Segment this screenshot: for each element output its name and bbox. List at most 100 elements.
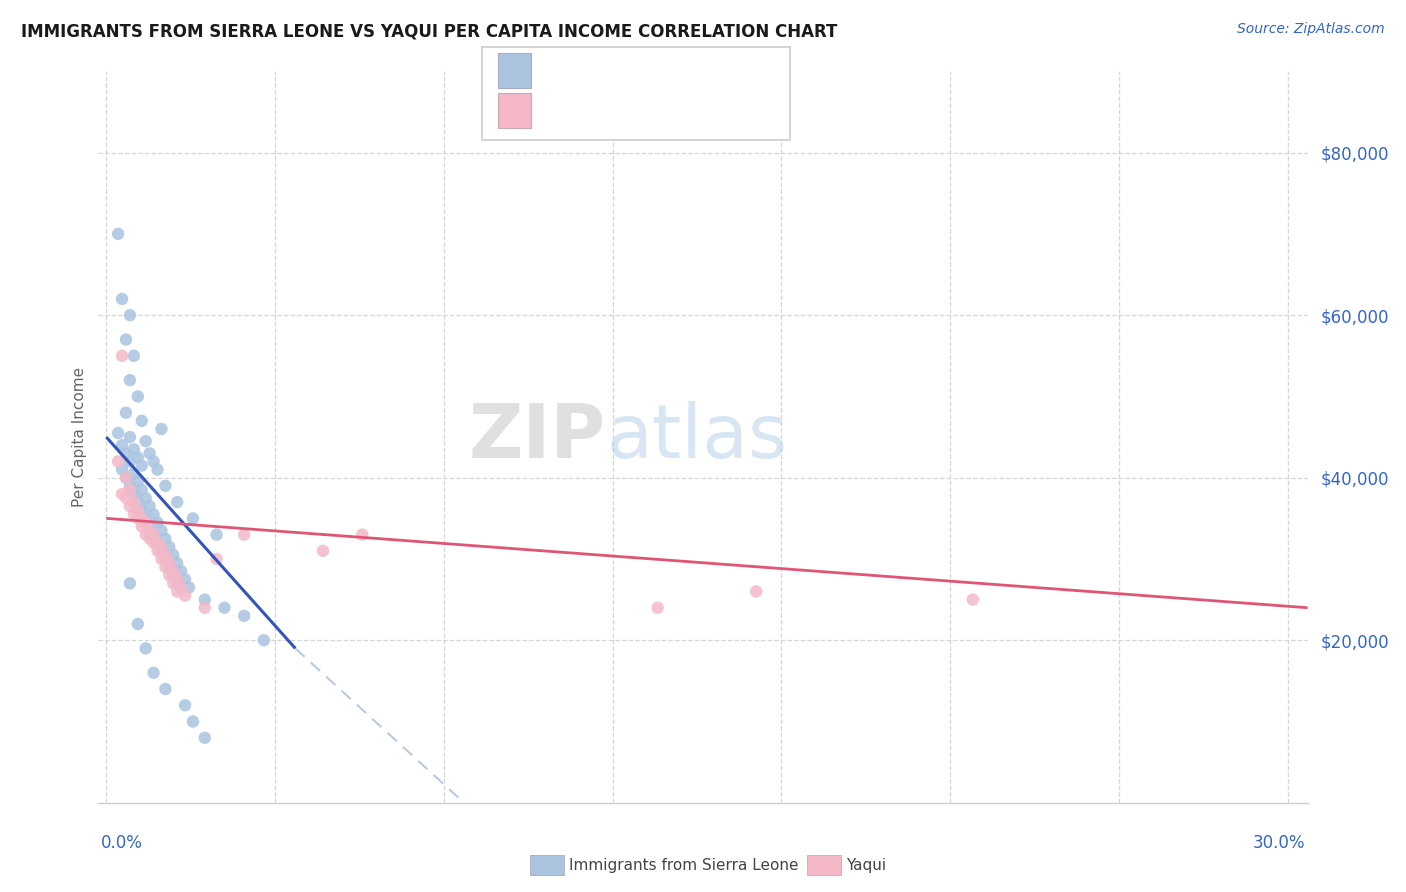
Point <box>122 495 145 509</box>
Text: Immigrants from Sierra Leone: Immigrants from Sierra Leone <box>569 858 799 872</box>
Point <box>181 714 204 729</box>
Point <box>118 499 141 513</box>
Point <box>146 462 169 476</box>
Point <box>150 540 173 554</box>
Point <box>194 600 217 615</box>
Point <box>312 544 335 558</box>
Point <box>162 568 184 582</box>
Point <box>111 349 134 363</box>
Point <box>174 589 197 603</box>
Point <box>155 552 177 566</box>
Point <box>122 508 145 522</box>
Point <box>155 479 177 493</box>
Point <box>142 527 165 541</box>
Point <box>166 576 188 591</box>
Point <box>157 560 180 574</box>
Point <box>127 511 149 525</box>
Point <box>166 572 188 586</box>
Point <box>131 483 153 497</box>
Point <box>115 446 138 460</box>
Point <box>157 556 180 570</box>
Point <box>157 568 180 582</box>
Point <box>131 503 153 517</box>
Point <box>177 581 200 595</box>
Point <box>162 548 184 562</box>
Point <box>131 458 153 473</box>
Point <box>155 560 177 574</box>
Point <box>115 333 138 347</box>
Point <box>138 499 160 513</box>
Point <box>127 389 149 403</box>
Point <box>127 503 149 517</box>
Point <box>142 454 165 468</box>
Point <box>162 564 184 578</box>
Text: 0.0%: 0.0% <box>101 834 143 852</box>
Point <box>118 373 141 387</box>
Point <box>115 491 138 505</box>
Point <box>194 731 217 745</box>
Point <box>155 681 177 696</box>
Point <box>150 422 173 436</box>
Point <box>150 544 173 558</box>
Point <box>233 608 256 623</box>
Text: R = -0.148   N = 41: R = -0.148 N = 41 <box>541 103 718 120</box>
Point <box>146 535 169 549</box>
Point <box>111 487 134 501</box>
Point <box>162 576 184 591</box>
Point <box>115 406 138 420</box>
Point <box>107 425 129 440</box>
Text: Yaqui: Yaqui <box>846 858 887 872</box>
Point <box>118 483 141 497</box>
Text: R = -0.398   N = 70: R = -0.398 N = 70 <box>541 62 718 80</box>
Point <box>122 467 145 481</box>
Point <box>107 227 129 241</box>
Point <box>135 641 157 656</box>
Point <box>142 535 165 549</box>
Point <box>135 511 157 525</box>
Text: atlas: atlas <box>606 401 787 474</box>
Text: ZIP: ZIP <box>470 401 606 474</box>
Point <box>205 552 228 566</box>
Point <box>118 479 141 493</box>
Point <box>127 617 149 632</box>
Point <box>253 633 276 648</box>
Point <box>118 430 141 444</box>
Text: IMMIGRANTS FROM SIERRA LEONE VS YAQUI PER CAPITA INCOME CORRELATION CHART: IMMIGRANTS FROM SIERRA LEONE VS YAQUI PE… <box>21 22 838 40</box>
Point <box>142 527 165 541</box>
Point <box>127 450 149 465</box>
Point <box>111 462 134 476</box>
Point <box>122 487 145 501</box>
Point <box>146 544 169 558</box>
Point <box>146 516 169 530</box>
Point <box>127 475 149 489</box>
Point <box>127 495 149 509</box>
Point <box>174 572 197 586</box>
Point <box>166 556 188 570</box>
Point <box>647 600 669 615</box>
Point <box>138 524 160 538</box>
Point <box>122 442 145 457</box>
Point <box>131 519 153 533</box>
Point <box>135 527 157 541</box>
Y-axis label: Per Capita Income: Per Capita Income <box>72 367 87 508</box>
Point <box>181 511 204 525</box>
Point <box>170 564 193 578</box>
Point <box>233 527 256 541</box>
Point <box>205 527 228 541</box>
Point <box>135 434 157 449</box>
Point <box>107 454 129 468</box>
Point <box>745 584 768 599</box>
Point <box>146 535 169 549</box>
Point <box>174 698 197 713</box>
Point <box>962 592 984 607</box>
Point <box>131 414 153 428</box>
Point <box>166 584 188 599</box>
Point <box>115 471 138 485</box>
Point <box>150 552 173 566</box>
Point <box>155 532 177 546</box>
Point <box>138 519 160 533</box>
Point <box>157 540 180 554</box>
Point <box>155 548 177 562</box>
Point <box>352 527 374 541</box>
Point <box>170 581 193 595</box>
